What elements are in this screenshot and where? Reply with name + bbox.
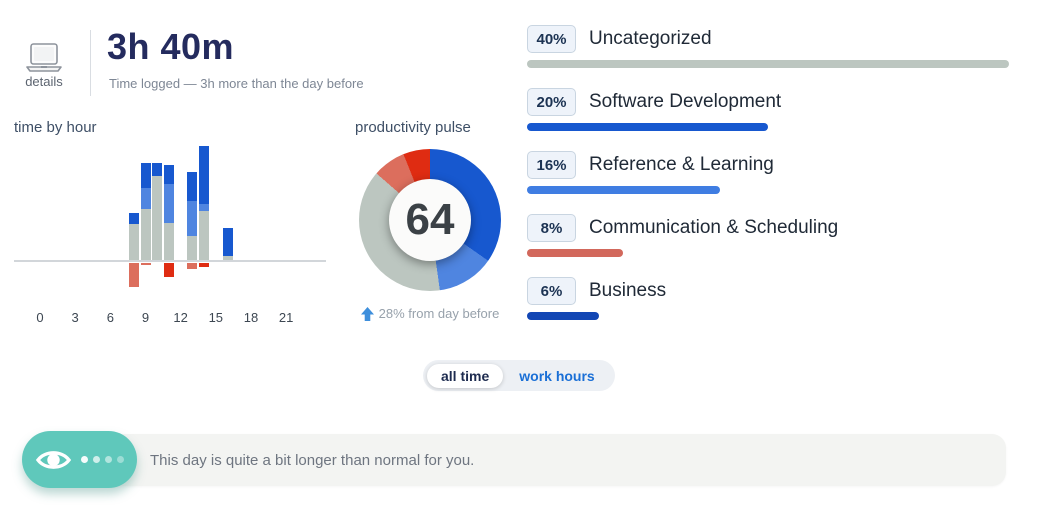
hour-bar-11[interactable] — [163, 165, 174, 260]
category-percent-badge: 6% — [527, 277, 576, 305]
bar-segment-below-axis — [140, 263, 151, 265]
category-bar — [527, 249, 624, 257]
category-row-header: 16% Reference & Learning — [527, 151, 1009, 179]
bar-segment — [128, 224, 139, 260]
eye-icon — [35, 450, 72, 469]
x-axis-tick: 0 — [36, 310, 44, 325]
category-row[interactable]: 6% Business — [527, 277, 1009, 320]
category-row[interactable]: 8% Communication & Scheduling — [527, 214, 1009, 257]
time-by-hour-chart: 0 3 6 9 12 15 18 21 — [14, 140, 326, 328]
category-bar — [527, 312, 600, 320]
category-row-header: 6% Business — [527, 277, 1009, 305]
bar-segment — [163, 184, 174, 223]
insight-pill[interactable] — [22, 431, 137, 488]
bar-segment — [152, 176, 163, 260]
category-row-header: 40% Uncategorized — [527, 25, 1009, 53]
insight-bar — [35, 434, 1006, 486]
bar-segment — [199, 211, 210, 260]
bar-segment — [187, 172, 198, 201]
bar-segment — [199, 146, 210, 204]
category-percent-badge: 20% — [527, 88, 576, 116]
header-divider — [90, 30, 91, 96]
total-time-subtitle: Time logged — 3h more than the day befor… — [109, 76, 364, 91]
productivity-pulse-title: productivity pulse — [355, 119, 471, 136]
category-row[interactable]: 40% Uncategorized — [527, 25, 1009, 68]
toggle-all-time[interactable]: all time — [427, 363, 504, 388]
pulse-delta-text: 28% from day before — [378, 306, 500, 321]
x-axis-tick: 18 — [243, 310, 259, 325]
total-time-logged: 3h 40m — [107, 26, 235, 67]
hour-bar-13[interactable] — [187, 172, 198, 260]
category-label[interactable]: Communication & Scheduling — [589, 217, 839, 238]
toggle-work-hours[interactable]: work hours — [519, 367, 595, 384]
pulse-delta: 28% from day before — [355, 306, 505, 321]
bar-segment — [140, 163, 151, 188]
carousel-dots[interactable] — [81, 456, 124, 463]
bar-segment — [187, 201, 198, 236]
category-percent-badge: 16% — [527, 151, 576, 179]
laptop-icon — [26, 43, 62, 72]
bar-segment-below-axis — [163, 263, 174, 277]
hour-bar-9[interactable] — [140, 163, 151, 260]
chart-axis-line — [14, 260, 326, 262]
bar-segment — [222, 256, 233, 260]
category-label[interactable]: Business — [589, 280, 667, 301]
bar-segment — [163, 165, 174, 184]
time-by-hour-title: time by hour — [14, 119, 97, 136]
productivity-pulse-donut: 64 — [359, 149, 501, 291]
hour-bar-8[interactable] — [128, 213, 139, 260]
x-axis-tick: 3 — [71, 310, 79, 325]
category-row[interactable]: 20% Software Development — [527, 88, 1009, 131]
bar-segment — [199, 204, 210, 211]
bar-segment — [140, 209, 151, 260]
category-label[interactable]: Software Development — [589, 91, 782, 112]
x-axis-tick: 12 — [173, 310, 188, 325]
pulse-score: 64 — [405, 195, 455, 244]
category-breakdown-list: 40% Uncategorized 20% Software Development 1… — [527, 25, 1009, 340]
category-row[interactable]: 16% Reference & Learning — [527, 151, 1009, 194]
category-percent-badge: 40% — [527, 25, 576, 53]
x-axis-tick: 21 — [278, 310, 294, 325]
bar-segment-below-axis — [128, 263, 139, 287]
bar-segment — [187, 236, 198, 260]
category-percent-badge: 8% — [527, 214, 576, 242]
bar-segment — [163, 223, 174, 260]
up-arrow-icon — [360, 306, 374, 321]
bar-segment-below-axis — [199, 263, 210, 267]
category-bar — [527, 60, 1009, 68]
x-axis-tick: 6 — [106, 310, 114, 325]
category-bar — [527, 186, 720, 194]
category-row-header: 20% Software Development — [527, 88, 1009, 116]
pulse-donut-center: 64 — [389, 179, 471, 261]
hour-bar-16[interactable] — [222, 228, 233, 260]
category-label[interactable]: Reference & Learning — [589, 154, 774, 175]
category-label[interactable]: Uncategorized — [589, 28, 712, 49]
x-axis-tick: 15 — [208, 310, 224, 325]
hour-bar-14[interactable] — [199, 146, 210, 260]
time-scope-toggle: all time work hours — [423, 360, 615, 391]
bar-segment — [152, 163, 163, 176]
bar-segment — [128, 213, 139, 224]
details-link[interactable]: details — [25, 74, 63, 89]
bar-segment — [140, 188, 151, 209]
bar-segment-below-axis — [187, 263, 198, 269]
bar-segment — [222, 228, 233, 256]
category-row-header: 8% Communication & Scheduling — [527, 214, 1009, 242]
category-bar — [527, 123, 768, 131]
hour-bar-10[interactable] — [152, 163, 163, 260]
x-axis-tick: 9 — [141, 310, 150, 325]
insight-text: This day is quite a bit longer than norm… — [150, 451, 475, 469]
